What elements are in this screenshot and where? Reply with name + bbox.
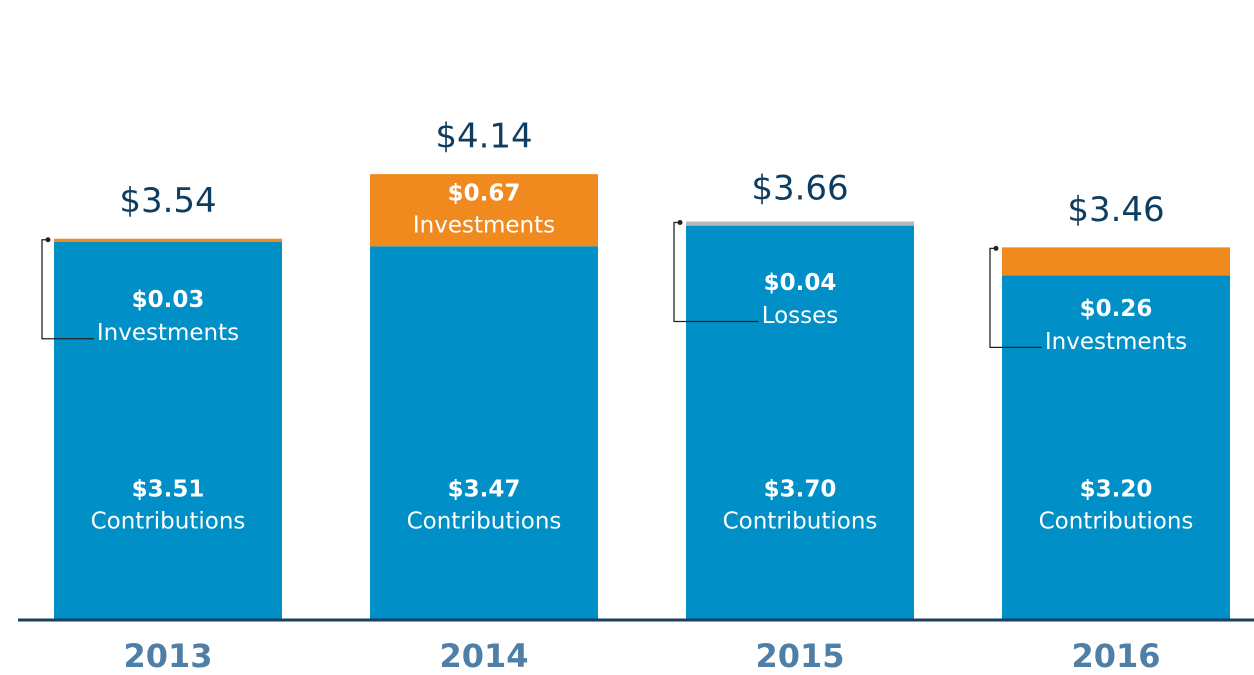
segment-name-label: Contributions [407, 509, 562, 535]
callout-dot [993, 245, 999, 251]
segment-value-label: $3.20 [1080, 477, 1153, 503]
segment-name-label: Contributions [91, 509, 246, 535]
bar-segment [54, 238, 282, 242]
bar-segment [686, 221, 914, 226]
callout-dot [45, 237, 51, 243]
segment-value-label: $0.26 [1080, 296, 1153, 322]
x-tick-label: 2015 [755, 637, 844, 675]
bar-segment [370, 246, 598, 620]
total-label: $3.46 [1067, 190, 1164, 230]
segment-value-label: $0.04 [764, 270, 837, 296]
segment-name-label: Investments [97, 320, 239, 346]
callout-dot [677, 220, 683, 226]
segment-name-label: Contributions [1039, 509, 1194, 535]
callout-line [673, 221, 759, 323]
segment-value-label: $0.03 [132, 287, 205, 313]
segment-name-label: Losses [762, 303, 839, 329]
bar-segment [370, 174, 598, 247]
callout-line [41, 239, 94, 340]
x-tick-label: 2014 [439, 637, 528, 675]
total-label: $4.14 [435, 117, 532, 157]
total-label: $3.54 [119, 181, 216, 221]
segment-name-label: Investments [1045, 329, 1187, 355]
segment-value-label: $3.70 [764, 477, 837, 503]
segment-value-label: $3.47 [448, 477, 521, 503]
callout-line [989, 247, 1042, 349]
total-label: $3.66 [751, 168, 848, 208]
bar-segment [54, 241, 282, 620]
segment-name-label: Investments [413, 213, 555, 239]
x-tick-label: 2016 [1071, 637, 1160, 675]
bar-segment [686, 221, 914, 620]
bar-segment [1002, 247, 1230, 276]
segment-name-label: Contributions [723, 509, 878, 535]
segment-value-label: $0.67 [448, 181, 521, 207]
segment-value-label: $3.51 [132, 477, 205, 503]
x-tick-label: 2013 [123, 637, 212, 675]
bar-segment [1002, 275, 1230, 620]
